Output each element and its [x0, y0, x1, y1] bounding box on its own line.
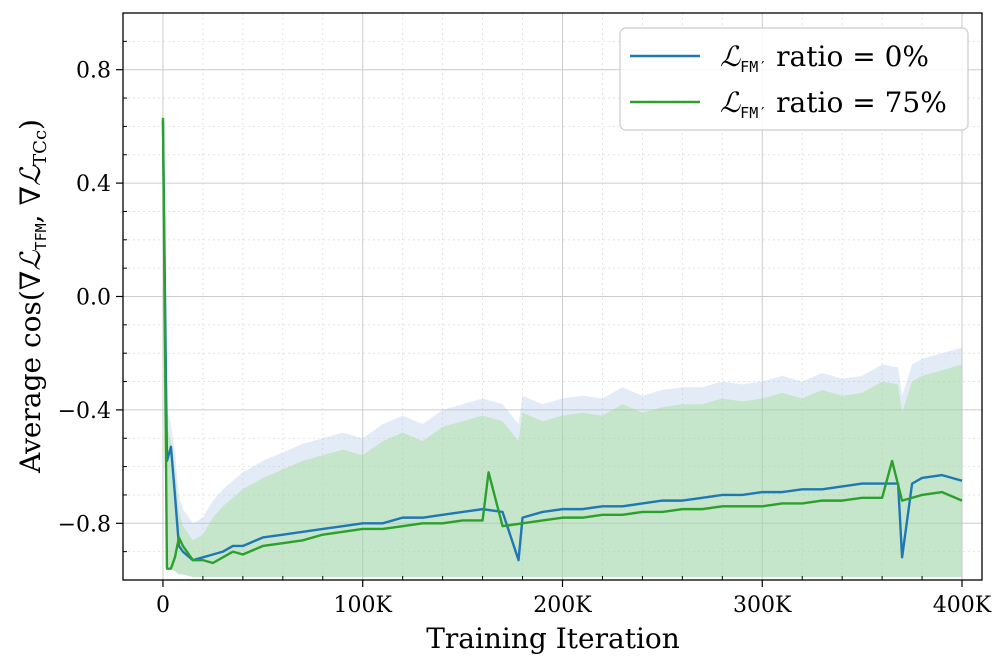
axis-ticks — [116, 12, 963, 587]
x-tick-label: 400K — [933, 593, 992, 618]
x-axis-title: Training Iteration — [426, 622, 680, 655]
y-axis-title-prefix: Average cos(∇ — [14, 271, 47, 474]
legend-label-series-2: ℒFM′ ratio = 75% — [720, 86, 947, 122]
series-line-2 — [161, 117, 963, 570]
legend-label-series-2-sub: FM′ — [740, 104, 767, 122]
major-grid — [123, 13, 982, 580]
x-tick-label: 300K — [733, 593, 792, 618]
band-series-2 — [162, 120, 963, 578]
series-lines — [161, 117, 963, 570]
legend-label-series-1-script: ℒ — [720, 40, 741, 73]
y-axis-title-script-2: ℒ — [14, 165, 47, 186]
y-tick-label: −0.8 — [58, 512, 111, 537]
x-tick-label: 200K — [533, 593, 592, 618]
y-axis-title: Average cos(∇ℒTFM, ∇ℒTCc) — [14, 119, 51, 474]
y-tick-label: 0.4 — [76, 172, 111, 197]
x-tick-label: 0 — [156, 593, 170, 618]
legend: ℒFM′ ratio = 0% ℒFM′ ratio = 75% — [619, 27, 969, 131]
legend-label-series-2-text: ratio = 75% — [767, 86, 947, 119]
legend-label-series-1-sub: FM′ — [740, 58, 767, 76]
y-axis-title-script-1: ℒ — [14, 250, 47, 271]
legend-box — [619, 27, 969, 131]
y-axis-title-sub-2: TCc — [30, 130, 51, 166]
legend-label-series-1-text: ratio = 0% — [767, 40, 929, 73]
y-axis-title-sub-1: TFM — [32, 223, 50, 250]
confidence-bands — [162, 120, 963, 578]
axis-tick-labels: 0 100K 200K 300K 400K −0.8 −0.4 0.0 0.4 0.8 — [58, 59, 992, 618]
y-tick-label: 0.8 — [76, 59, 111, 84]
y-tick-label: 0.0 — [76, 286, 111, 311]
y-axis-title-mid: , ∇ — [14, 186, 47, 223]
y-axis-title-suffix: ) — [14, 119, 47, 130]
legend-label-series-1: ℒFM′ ratio = 0% — [720, 40, 929, 76]
band-series-1 — [162, 120, 963, 578]
x-tick-label: 100K — [334, 593, 393, 618]
legend-label-series-2-script: ℒ — [720, 86, 741, 119]
y-tick-label: −0.4 — [58, 399, 111, 424]
series-line-1 — [161, 120, 963, 562]
